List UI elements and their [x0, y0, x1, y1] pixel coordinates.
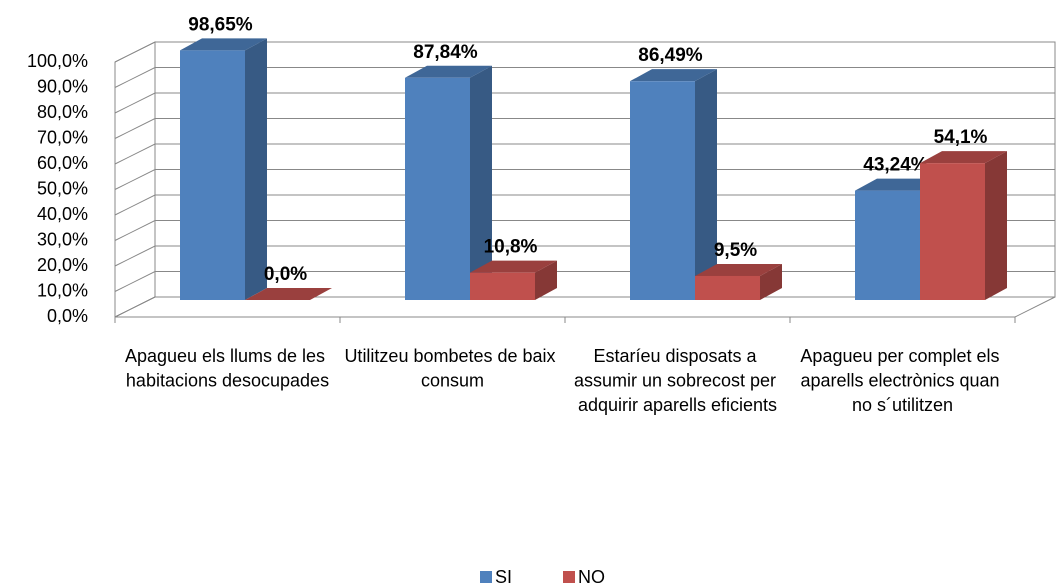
y-tick-label: 100,0% — [27, 51, 88, 71]
bar-front — [630, 81, 695, 300]
bar — [630, 69, 717, 300]
bar-front — [180, 50, 245, 301]
value-label: 86,49% — [638, 45, 703, 66]
bar — [695, 263, 782, 300]
bar — [920, 151, 1007, 300]
bar-side — [695, 69, 717, 300]
bar-side — [245, 38, 267, 301]
bar-top — [470, 260, 557, 273]
bar-side — [985, 151, 1007, 300]
y-tick-label: 80,0% — [37, 102, 88, 122]
value-label: 10,8% — [484, 237, 538, 258]
grid-line — [114, 143, 1055, 165]
value-label: 0,0% — [264, 264, 307, 285]
y-tick-label: 0,0% — [47, 306, 88, 326]
bar-top — [695, 263, 782, 276]
bar-front — [405, 77, 470, 300]
bar-top — [180, 38, 267, 51]
y-tick-label: 50,0% — [37, 178, 88, 198]
bar — [470, 260, 557, 300]
grid-line — [114, 220, 1055, 241]
bar-side — [760, 263, 782, 300]
bar-front — [855, 190, 920, 300]
value-label: 43,24% — [863, 155, 928, 176]
value-label: 98,65% — [188, 14, 253, 35]
value-label: 9,5% — [714, 240, 757, 261]
bar-top — [405, 65, 492, 78]
y-tick-label: 70,0% — [37, 127, 88, 147]
legend-swatch — [480, 571, 492, 583]
bar-front — [695, 275, 760, 300]
grid-line — [114, 245, 1055, 267]
bar-top — [630, 69, 717, 82]
bar-front — [470, 272, 535, 300]
grid-line — [114, 118, 1055, 139]
grid-line — [114, 41, 1055, 63]
y-tick-label: 10,0% — [37, 280, 88, 300]
legend-swatch — [563, 571, 575, 583]
y-tick-label: 30,0% — [37, 229, 88, 249]
bar-side — [535, 260, 557, 300]
x-tick-label: Estaríeu disposats a assumir un sobrecos… — [574, 346, 781, 415]
y-tick-label: 60,0% — [37, 153, 88, 173]
legend-label: SI — [495, 567, 512, 586]
bar — [180, 38, 267, 301]
value-label: 87,84% — [413, 42, 478, 63]
y-tick-label: 20,0% — [37, 255, 88, 275]
bar-top — [920, 151, 1007, 164]
x-tick-label: Apagueu per complet els aparells electrò… — [800, 346, 1004, 415]
grid-line — [114, 92, 1055, 114]
bar — [405, 65, 492, 300]
legend-label: NO — [578, 567, 605, 586]
bar-side — [470, 65, 492, 300]
bar-top — [245, 288, 332, 300]
grid-line — [114, 194, 1055, 216]
x-tick-label: Utilitzeu bombetes de baix consum — [344, 346, 560, 391]
grid-line — [114, 67, 1055, 88]
y-tick-label: 90,0% — [37, 76, 88, 96]
value-label: 54,1% — [934, 127, 988, 148]
y-tick-label: 40,0% — [37, 204, 88, 224]
grid-line — [114, 169, 1055, 190]
bar — [245, 288, 332, 300]
bar-front — [920, 163, 985, 300]
x-tick-label: Apagueu els llums de les habitacions des… — [125, 346, 330, 391]
